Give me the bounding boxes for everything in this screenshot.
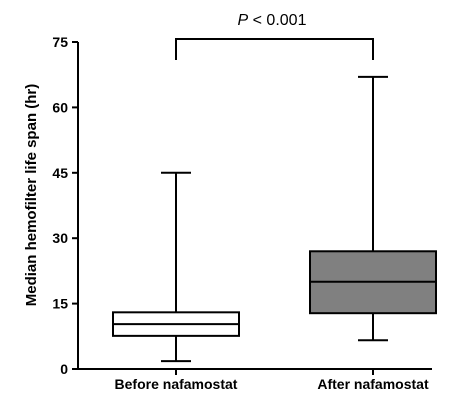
significance-bracket bbox=[175, 38, 374, 60]
y-axis-title: Median hemofilter life span (hr) bbox=[23, 84, 40, 307]
y-tick-label: 45 bbox=[52, 165, 68, 181]
y-tick-label: 30 bbox=[52, 230, 68, 246]
annotation-rest: < 0.001 bbox=[248, 12, 306, 29]
y-tick-label: 0 bbox=[60, 361, 68, 377]
y-tick-label: 60 bbox=[52, 99, 68, 115]
y-tick-label: 15 bbox=[52, 296, 68, 312]
annotation-italic: P bbox=[238, 12, 249, 29]
x-tick-label: Before nafamostat bbox=[115, 376, 238, 392]
significance-annotation: P < 0.001 bbox=[238, 12, 307, 29]
plot-area: 0 15 30 45 60 75 Before nafamostat After nafamo… bbox=[52, 34, 437, 392]
x-tick-label: After nafamostat bbox=[317, 376, 429, 392]
y-tick-label: 75 bbox=[52, 34, 68, 50]
